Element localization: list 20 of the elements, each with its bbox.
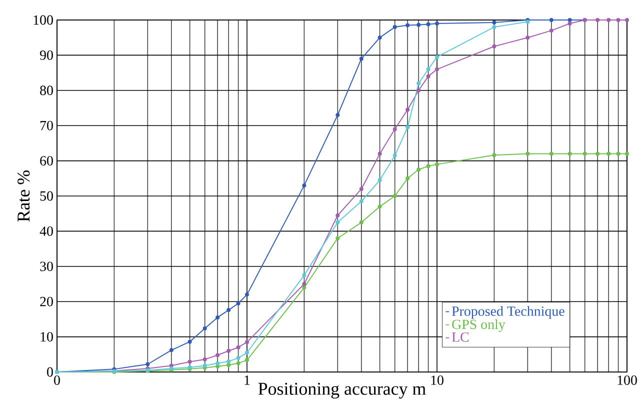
x-tick-label: 1 [244,376,250,385]
x-axis-title: Positioning accuracy m [258,382,426,399]
y-tick-label: 90 [40,50,53,60]
y-tick-label: 100 [34,15,53,25]
y-tick-label: 80 [40,86,53,96]
y-tick-label: 0 [47,367,53,377]
x-tick-label: 100 [618,376,637,385]
y-tick-label: 50 [40,191,53,201]
y-axis-title: Rate % [18,170,30,222]
y-tick-label: 70 [40,120,53,130]
y-tick-label: 60 [40,156,53,166]
y-tick-label: 10 [40,332,53,342]
y-tick-label: 30 [40,262,53,272]
y-tick-label: 20 [40,296,53,306]
x-tick-label: 10 [431,376,444,385]
x-tick-label: 0 [54,376,60,385]
legend-label: Proposed Technique [452,306,564,319]
legend-label: GPS only [452,319,506,332]
y-tick-label: 40 [40,226,53,236]
legend-label: LC [452,332,469,342]
